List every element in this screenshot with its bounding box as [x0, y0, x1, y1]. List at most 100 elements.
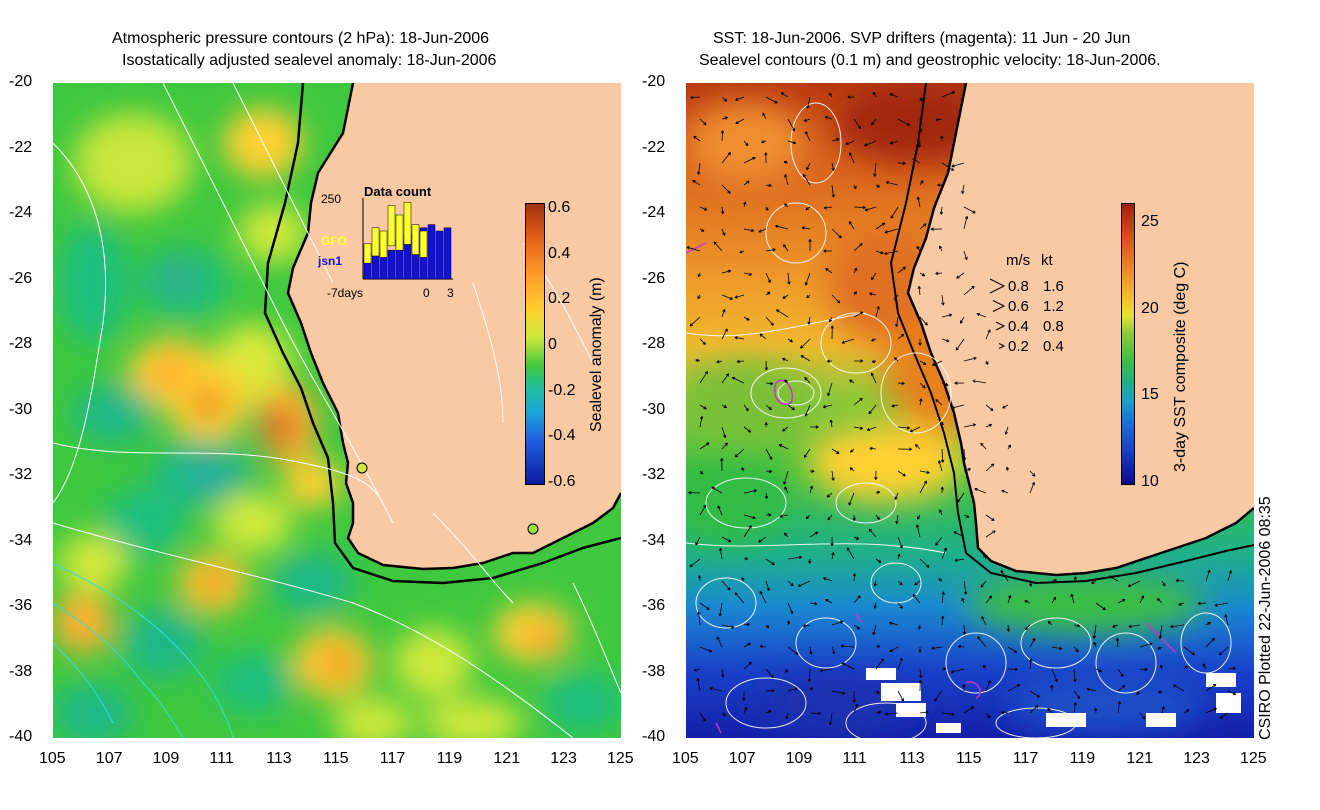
velocity-arrow	[1028, 580, 1033, 587]
velocity-arrow	[1112, 624, 1119, 628]
velocity-arrow	[941, 547, 948, 560]
velocity-arrow	[1117, 685, 1126, 692]
velocity-arrow	[809, 531, 819, 538]
velocity-arrow	[1117, 701, 1122, 714]
velocity-arrow	[941, 91, 956, 98]
velocity-arrow	[800, 338, 811, 349]
velocity-arrow	[1139, 667, 1148, 672]
velocity-arrow	[1157, 646, 1163, 650]
velocity-arrow	[1205, 683, 1217, 692]
jsn1-count-bar	[387, 249, 396, 280]
velocity-arrow	[868, 528, 877, 538]
velocity-arrow	[819, 668, 833, 673]
x-tick-label: 121	[493, 750, 521, 767]
y-tick-label: -40	[642, 728, 666, 745]
velocity-arrow	[871, 118, 877, 126]
velocity-arrow	[743, 514, 756, 520]
velocity-arrow	[849, 467, 855, 472]
velocity-arrow	[764, 152, 768, 164]
velocity-arrow	[940, 135, 944, 142]
velocity-arrow	[955, 338, 965, 351]
velocity-arrow	[953, 531, 965, 538]
velocity-arrow	[853, 118, 862, 129]
velocity-arrow	[866, 426, 877, 432]
velocity-arrow	[803, 118, 811, 122]
velocity-arrow	[805, 514, 811, 520]
velocity-arrow	[875, 490, 881, 495]
velocity-arrow	[826, 359, 833, 363]
velocity-arrow	[699, 602, 710, 610]
velocity-arrow	[776, 309, 789, 318]
velocity-arrow	[1095, 602, 1106, 611]
x-tick-label: 111	[842, 750, 867, 767]
velocity-arrow	[939, 206, 944, 215]
velocity-arrow	[934, 690, 943, 702]
velocity-arrow	[852, 573, 857, 582]
velocity-arrow	[699, 416, 704, 428]
velocity-arrow	[831, 162, 835, 172]
velocity-arrow	[1227, 690, 1237, 696]
velocity-arrow	[689, 316, 701, 327]
velocity-arrow	[916, 514, 921, 520]
velocity-arrow	[853, 205, 866, 210]
velocity-arrow	[853, 267, 858, 274]
velocity-arrow	[1029, 637, 1036, 648]
y-tick-label: -32	[642, 466, 666, 483]
velocity-arrow	[884, 250, 899, 256]
velocity-arrow	[915, 524, 921, 538]
velocity-arrow	[1205, 569, 1211, 582]
velocity-arrow	[809, 602, 818, 606]
velocity-arrow	[782, 294, 789, 299]
velocity-arrow	[1173, 684, 1185, 692]
velocity-arrow	[938, 460, 943, 472]
velocity-arrow	[850, 448, 855, 453]
velocity-arrow	[699, 118, 707, 126]
velocity-arrow	[1218, 646, 1229, 656]
y-tick-label: -38	[9, 662, 33, 680]
colorbar-tick-label: 20	[1141, 299, 1159, 317]
velocity-arrow	[848, 492, 855, 506]
velocity-arrow	[853, 536, 860, 540]
velocity-arrow	[919, 382, 926, 389]
velocity-arrow	[741, 577, 745, 582]
velocity-arrow	[875, 644, 881, 649]
velocity-arrow	[1070, 593, 1075, 604]
velocity-arrow	[743, 642, 751, 648]
velocity-arrow	[853, 703, 859, 714]
velocity-arrow	[808, 558, 812, 564]
velocity-arrow	[1029, 690, 1040, 698]
inset-xlabel-right: 3	[447, 286, 454, 300]
gfo-count-bar	[403, 201, 412, 245]
velocity-arrow	[1158, 624, 1163, 639]
inset-bars	[363, 201, 452, 280]
velocity-arrow	[909, 426, 921, 433]
velocity-legend-arrow	[992, 300, 1006, 312]
colorbar-tick-label: -0.2	[548, 381, 576, 399]
velocity-arrow	[912, 594, 921, 604]
velocity-arrow	[957, 644, 965, 649]
velocity-arrow	[985, 360, 989, 365]
gfo-count-bar	[363, 243, 372, 264]
y-tick-label: -28	[642, 335, 666, 352]
velocity-arrow	[935, 399, 943, 406]
velocity-arrow	[852, 514, 856, 521]
velocity-arrow	[720, 206, 725, 215]
velocity-arrow	[939, 509, 943, 516]
velocity-arrow	[782, 357, 789, 362]
velocity-arrow	[853, 595, 861, 604]
velocity-arrow	[711, 486, 723, 494]
velocity-arrow	[828, 712, 833, 726]
velocity-arrow	[962, 624, 967, 635]
pressure-contours-cyan	[53, 562, 234, 738]
velocity-arrow	[1127, 580, 1141, 588]
velocity-legend-header-ms: m/s	[1006, 252, 1030, 269]
velocity-arrow	[1051, 596, 1057, 604]
velocity-arrow	[919, 668, 923, 679]
velocity-arrow	[1029, 704, 1039, 714]
velocity-arrow	[783, 244, 789, 252]
velocity-arrow	[743, 140, 749, 147]
velocity-arrow	[874, 470, 878, 480]
velocity-arrow	[951, 162, 965, 168]
velocity-arrow	[720, 130, 725, 142]
velocity-arrow	[765, 316, 774, 326]
